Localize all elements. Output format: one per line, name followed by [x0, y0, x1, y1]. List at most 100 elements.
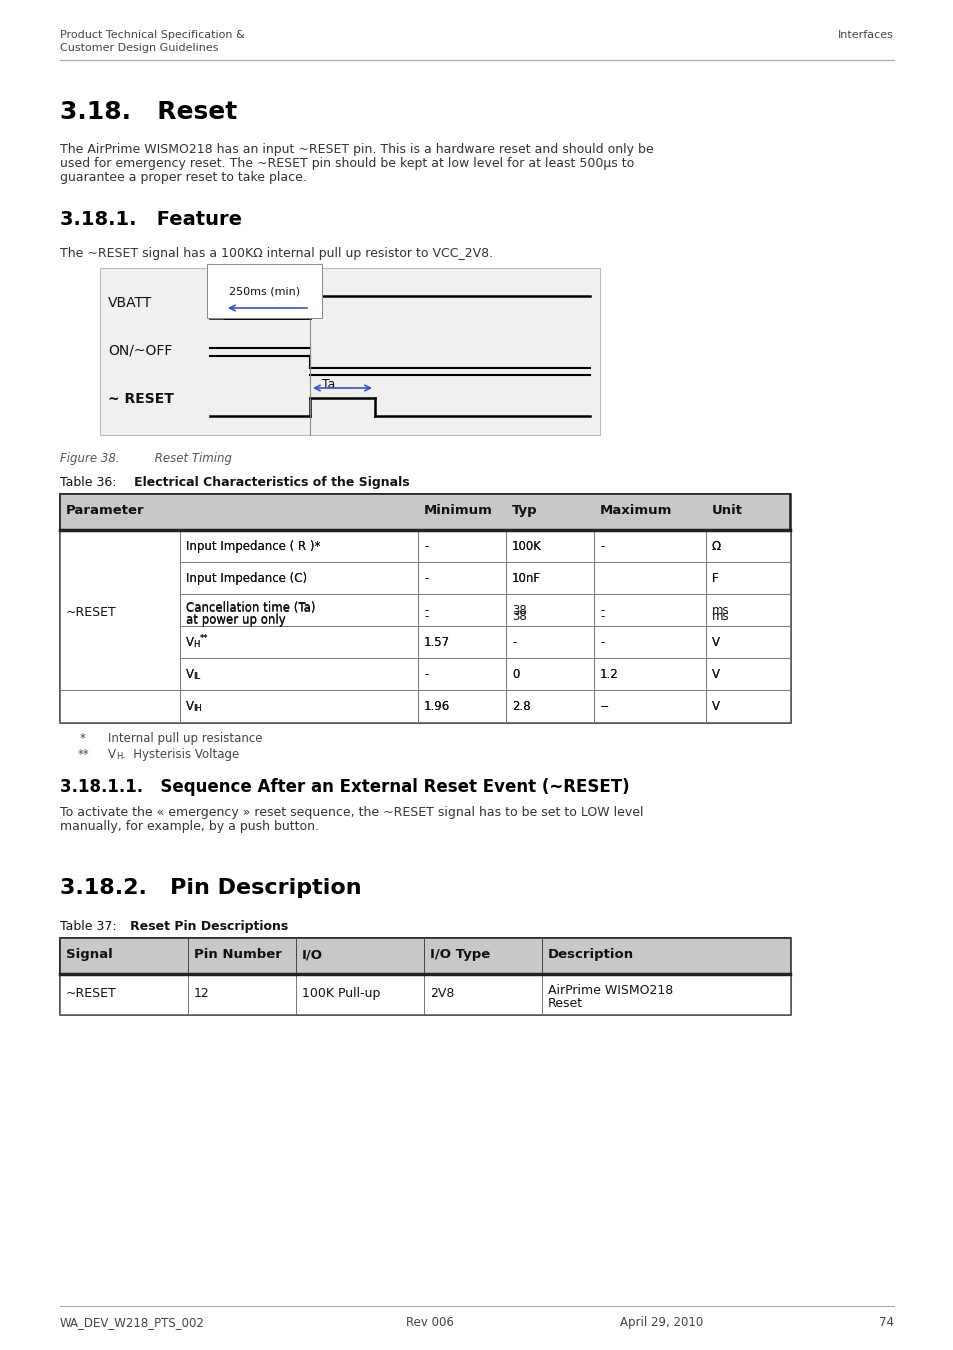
Bar	[417, 657, 505, 690]
Text: 1.57: 1.57	[423, 636, 450, 649]
Text: Interfaces: Interfaces	[838, 30, 893, 40]
Bar	[594, 531, 705, 562]
Bar	[417, 531, 505, 562]
Text: 1.96: 1.96	[423, 701, 450, 713]
Bar	[505, 657, 594, 690]
Text: V: V	[186, 636, 193, 649]
Bar	[705, 690, 789, 722]
Text: 3.18.2.   Pin Description: 3.18.2. Pin Description	[60, 878, 361, 898]
Bar	[594, 657, 705, 690]
Bar	[705, 594, 789, 626]
Bar	[417, 626, 505, 657]
Text: Ω: Ω	[711, 540, 720, 553]
Bar	[705, 594, 789, 657]
Text: V: V	[711, 668, 720, 680]
Bar	[188, 938, 295, 973]
Text: V: V	[186, 668, 193, 680]
Text: -: -	[423, 668, 428, 680]
Bar	[417, 531, 505, 562]
Text: Input Impedance (C): Input Impedance (C)	[186, 572, 307, 585]
Text: WA_DEV_W218_PTS_002: WA_DEV_W218_PTS_002	[60, 1316, 205, 1328]
Bar	[705, 657, 789, 690]
Bar	[505, 531, 594, 562]
Text: F: F	[711, 572, 718, 585]
Text: V: V	[711, 701, 720, 713]
Bar	[505, 626, 594, 657]
Bar	[594, 626, 705, 657]
Text: 38: 38	[512, 610, 526, 622]
Bar	[180, 626, 417, 657]
Text: I/O Type: I/O Type	[430, 948, 490, 961]
Text: 12: 12	[193, 987, 210, 1000]
Bar	[180, 657, 417, 690]
Text: Minimum: Minimum	[423, 504, 493, 517]
Text: Ω: Ω	[711, 540, 720, 553]
Bar	[180, 626, 417, 657]
Bar	[417, 594, 505, 657]
Text: 74: 74	[878, 1316, 893, 1328]
Text: Input Impedance ( R )*: Input Impedance ( R )*	[186, 540, 320, 553]
Bar	[705, 531, 789, 562]
Text: April 29, 2010: April 29, 2010	[619, 1316, 702, 1328]
Text: ms: ms	[711, 603, 729, 617]
Text: Input Impedance (C): Input Impedance (C)	[186, 572, 307, 585]
Text: Description: Description	[547, 948, 634, 961]
Text: The AirPrime WISMO218 has an input ~RESET pin. This is a hardware reset and shou: The AirPrime WISMO218 has an input ~RESE…	[60, 143, 653, 157]
Text: V: V	[711, 636, 720, 649]
Text: V: V	[186, 701, 193, 713]
Text: -: -	[423, 572, 428, 585]
Text: -: -	[512, 636, 516, 649]
Bar	[705, 562, 789, 594]
Text: Parameter: Parameter	[66, 504, 145, 517]
Text: Product Technical Specification &: Product Technical Specification &	[60, 30, 245, 40]
Bar	[541, 938, 789, 973]
Text: To activate the « emergency » reset sequence, the ~RESET signal has to be set to: To activate the « emergency » reset sequ…	[60, 806, 643, 819]
Bar	[180, 562, 417, 594]
Bar	[180, 594, 417, 626]
Bar	[505, 594, 594, 657]
Text: F: F	[711, 572, 718, 585]
Bar	[541, 973, 789, 1014]
Text: 10nF: 10nF	[512, 572, 540, 585]
Bar	[594, 657, 705, 690]
Bar	[180, 562, 417, 594]
Text: H: H	[193, 640, 199, 649]
Text: IH: IH	[193, 703, 202, 713]
Text: ms: ms	[711, 610, 729, 622]
Text: used for emergency reset. The ~RESET pin should be kept at low level for at leas: used for emergency reset. The ~RESET pin…	[60, 157, 634, 170]
Bar	[505, 690, 594, 722]
Text: 2V8: 2V8	[430, 987, 454, 1000]
Text: -: -	[599, 540, 604, 553]
Text: V: V	[108, 748, 116, 761]
Text: -: -	[423, 668, 428, 680]
Bar	[417, 657, 505, 690]
Text: Cancellation time (Ta): Cancellation time (Ta)	[186, 602, 315, 616]
Text: Reset Timing: Reset Timing	[136, 452, 232, 464]
Text: Internal pull up resistance: Internal pull up resistance	[108, 732, 262, 745]
Text: Unit: Unit	[711, 504, 742, 517]
Text: .  Hysterisis Voltage: . Hysterisis Voltage	[122, 748, 239, 761]
Text: 100K: 100K	[512, 540, 541, 553]
Bar	[60, 938, 789, 1014]
Bar	[594, 562, 705, 594]
Text: 1.96: 1.96	[423, 701, 450, 713]
Bar	[705, 562, 789, 594]
Bar	[188, 973, 295, 1014]
Bar	[594, 626, 705, 657]
Text: IH: IH	[193, 703, 202, 713]
Bar	[594, 594, 705, 657]
Bar	[295, 938, 423, 973]
Text: --: --	[599, 701, 608, 713]
Bar	[417, 626, 505, 657]
Text: Customer Design Guidelines: Customer Design Guidelines	[60, 43, 218, 53]
Bar	[594, 594, 705, 626]
Bar	[505, 531, 594, 562]
Text: 10nF: 10nF	[512, 572, 540, 585]
Text: **: **	[200, 634, 209, 643]
Text: guarantee a proper reset to take place.: guarantee a proper reset to take place.	[60, 171, 307, 184]
Text: Signal: Signal	[66, 948, 112, 961]
Text: V: V	[186, 668, 193, 680]
Text: 2.8: 2.8	[512, 701, 530, 713]
Text: 0: 0	[512, 668, 518, 680]
Text: Ta: Ta	[322, 378, 335, 392]
